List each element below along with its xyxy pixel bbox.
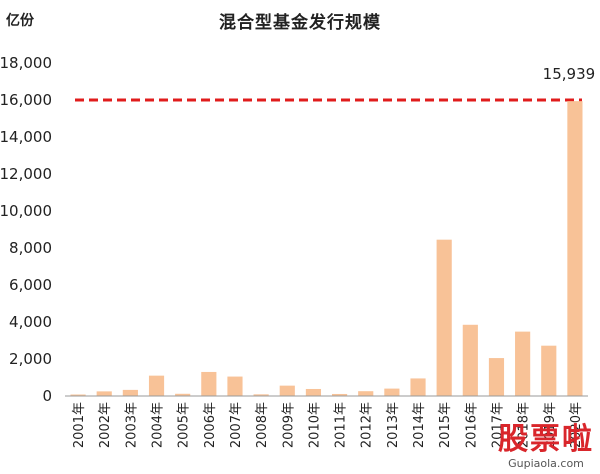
y-tick-label: 10,000 [0, 202, 52, 220]
x-tick-label: 2001年 [72, 402, 87, 448]
data-labels: 15,939 [543, 65, 596, 83]
y-tick-label: 6,000 [9, 276, 52, 294]
bar [70, 394, 86, 396]
x-axis-ticks: 2001年 2002年 2003年 2004年 2005年 2006年 2007年 2008年… [72, 402, 584, 448]
bar [148, 375, 165, 396]
bar [279, 385, 295, 396]
bar [358, 391, 374, 396]
x-tick-label: 2020年 [569, 402, 584, 448]
bar [410, 378, 426, 396]
y-tick-label: 0 [42, 387, 52, 405]
bar [488, 358, 505, 396]
bar [384, 388, 400, 396]
y-axis-ticks: 0 2,000 4,000 6,000 8,000 10,000 12,000 14,000 1… [0, 54, 52, 405]
y-tick-label: 4,000 [9, 313, 52, 331]
x-tick-label: 2005年 [177, 402, 192, 448]
y-tick-label: 8,000 [9, 239, 52, 257]
bar [515, 331, 531, 396]
y-tick-label: 12,000 [0, 165, 52, 183]
x-tick-label: 2011年 [334, 402, 349, 448]
bar [201, 371, 217, 396]
bar [305, 388, 322, 396]
x-tick-label: 2018年 [517, 402, 532, 448]
x-tick-label: 2013年 [386, 402, 401, 448]
y-unit-label: 亿份 [6, 13, 34, 29]
bar [331, 393, 348, 396]
bar [122, 389, 138, 396]
y-tick-label: 18,000 [0, 54, 52, 72]
y-tick-label: 16,000 [0, 91, 52, 109]
x-tick-label: 2003年 [124, 402, 139, 448]
bar [227, 376, 243, 396]
bar [462, 324, 478, 396]
x-tick-label: 2010年 [307, 402, 322, 448]
x-tick-label: 2015年 [438, 402, 453, 448]
x-tick-label: 2016年 [464, 402, 479, 448]
bar [567, 101, 583, 396]
x-tick-label: 2009年 [281, 402, 296, 448]
chart-title: 混合型基金发行规模 [219, 13, 381, 33]
x-tick-label: 2008年 [255, 402, 270, 448]
watermark-site: Gupiaola.com [508, 457, 584, 470]
data-label: 15,939 [543, 65, 596, 83]
x-tick-label: 2014年 [412, 402, 427, 448]
x-tick-label: 2004年 [151, 402, 166, 448]
y-tick-label: 14,000 [0, 128, 52, 146]
x-tick-label: 2012年 [360, 402, 375, 448]
x-tick-label: 2017年 [490, 402, 505, 448]
bar [253, 394, 269, 396]
bar [96, 391, 112, 396]
bar [175, 393, 191, 396]
bars-group [70, 101, 583, 396]
x-tick-label: 2007年 [229, 402, 244, 448]
x-tick-label: 2002年 [98, 402, 113, 448]
y-tick-label: 2,000 [9, 350, 52, 368]
x-tick-label: 2006年 [203, 402, 218, 448]
bar [541, 345, 557, 396]
x-tick-label: 2019年 [543, 402, 558, 448]
watermark-brand: 股票啦 [498, 422, 594, 457]
watermark-logo: 股票啦 Gupiaola.com [498, 422, 594, 471]
bar [436, 239, 452, 396]
